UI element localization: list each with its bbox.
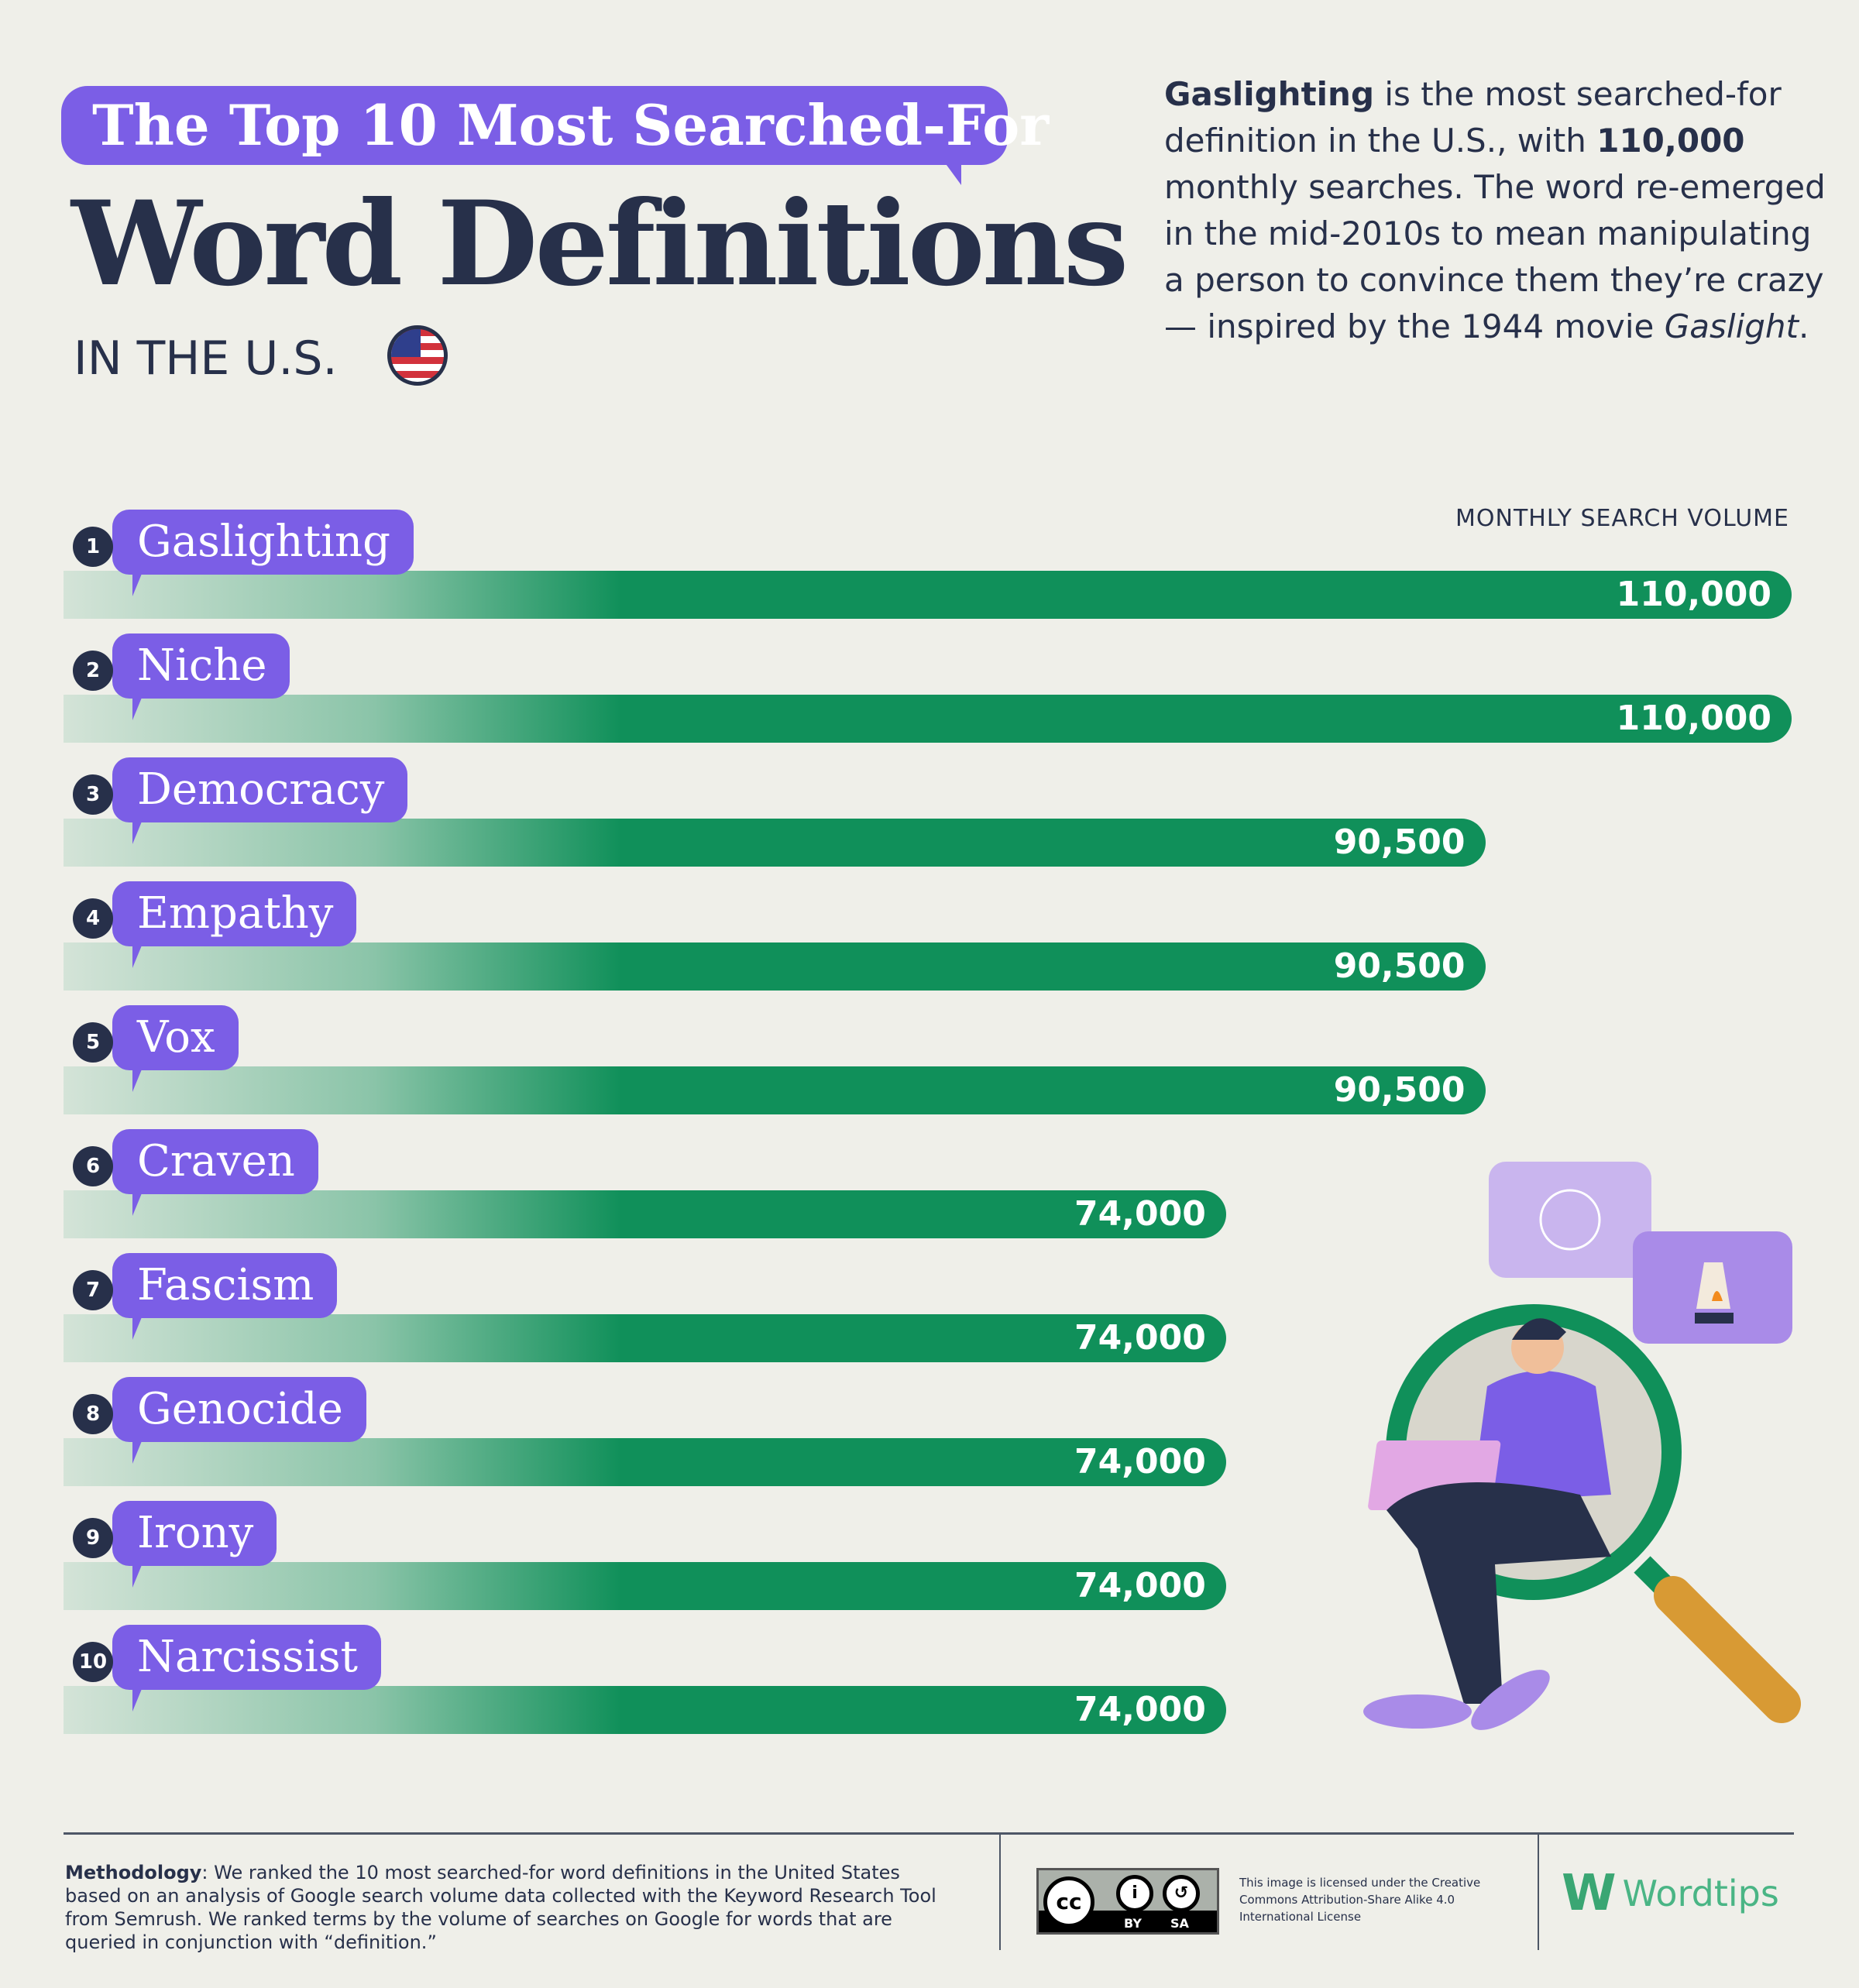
sa-label: SA (1170, 1916, 1189, 1931)
value-label: 110,000 (1616, 575, 1771, 614)
target-people-icon (1539, 1189, 1601, 1251)
attribution-icon: i (1116, 1875, 1153, 1912)
category-label: Fascism (112, 1253, 338, 1340)
methodology: Methodology: We ranked the 10 most searc… (65, 1861, 948, 1954)
bar-row: 90,500 Democracy 3 (0, 757, 1859, 881)
value-label: 74,000 (1074, 1566, 1206, 1605)
category-label: Democracy (112, 757, 408, 844)
intro-part: . (1799, 307, 1809, 345)
speech-bubble-people (1489, 1162, 1651, 1278)
oil-lamp-icon (1696, 1262, 1730, 1309)
person-magnifier-illustration (1363, 1162, 1801, 1730)
intro-bold-word: Gaslighting (1164, 75, 1375, 113)
value-label: 74,000 (1074, 1194, 1206, 1234)
rank-badge: 4 (73, 898, 113, 939)
rank-badge: 5 (73, 1022, 113, 1063)
by-label: BY (1124, 1916, 1142, 1931)
bar-row: 74,000 Narcissist 10 (0, 1625, 1859, 1749)
logo-text: Wordtips (1622, 1873, 1779, 1914)
wordtips-logo[interactable]: W Wordtips (1562, 1865, 1779, 1922)
rank-badge: 7 (73, 1270, 113, 1310)
intro-part: is the most searched-for definition in t… (1164, 75, 1782, 160)
page-title: Word Definitions (71, 176, 1129, 312)
methodology-text: : We ranked the 10 most searched-for wor… (65, 1862, 936, 1953)
bar-row: 74,000 Fascism 7 (0, 1253, 1859, 1377)
bar: 110,000 (64, 695, 1792, 743)
bar-row: 90,500 Vox 5 (0, 1005, 1859, 1129)
us-flag-icon (387, 325, 448, 386)
rank-badge: 2 (73, 651, 113, 691)
bar-row: 90,500 Empathy 4 (0, 881, 1859, 1005)
intro-bold-number: 110,000 (1596, 122, 1745, 160)
category-label: Irony (112, 1501, 277, 1588)
bar: 90,500 (64, 819, 1486, 867)
bar: 74,000 (64, 1686, 1226, 1734)
axis-label: MONTHLY SEARCH VOLUME (1455, 505, 1789, 532)
rank-badge: 1 (73, 527, 113, 567)
intro-part: monthly searches. The word re-emerged in… (1164, 168, 1826, 345)
category-label: Niche (112, 633, 290, 720)
value-label: 74,000 (1074, 1442, 1206, 1482)
bar: 90,500 (64, 942, 1486, 991)
methodology-label: Methodology (65, 1862, 202, 1883)
footer-divider (999, 1834, 1001, 1950)
intro-movie-title: Gaslight (1664, 307, 1799, 345)
rank-badge: 8 (73, 1394, 113, 1434)
title-pill: The Top 10 Most Searched-For (61, 86, 1049, 185)
bar: 90,500 (64, 1066, 1486, 1114)
category-label: Gaslighting (112, 510, 414, 596)
category-label: Narcissist (112, 1625, 382, 1712)
value-label: 90,500 (1333, 822, 1466, 862)
footer-divider (1538, 1834, 1539, 1950)
rank-badge: 9 (73, 1518, 113, 1558)
bar-row: 74,000 Craven 6 (0, 1129, 1859, 1253)
bar: 74,000 (64, 1438, 1226, 1486)
value-label: 110,000 (1616, 699, 1771, 738)
bar: 74,000 (64, 1562, 1226, 1610)
value-label: 74,000 (1074, 1690, 1206, 1729)
category-label: Empathy (112, 881, 357, 968)
bar-row: 74,000 Genocide 8 (0, 1377, 1859, 1501)
bar: 74,000 (64, 1314, 1226, 1362)
rank-badge: 3 (73, 774, 113, 815)
bar: 110,000 (64, 571, 1792, 619)
share-alike-icon: ↺ (1163, 1875, 1200, 1912)
rank-badge: 10 (73, 1642, 113, 1682)
license-text: This image is licensed under the Creativ… (1239, 1876, 1481, 1924)
cc-by-sa-badge[interactable]: cc i ↺ BY SA (1036, 1868, 1219, 1935)
category-label: Genocide (112, 1377, 366, 1464)
category-label: Vox (112, 1005, 239, 1092)
bar-row: 74,000 Irony 9 (0, 1501, 1859, 1625)
footer-divider (64, 1832, 1794, 1835)
subtitle: IN THE U.S. (74, 331, 338, 386)
cc-icon: cc (1043, 1876, 1094, 1928)
rank-badge: 6 (73, 1146, 113, 1186)
category-label: Craven (112, 1129, 318, 1216)
bar-row: 110,000 Gaslighting 1 (0, 510, 1859, 633)
intro-text: Gaslighting is the most searched-for def… (1164, 71, 1830, 350)
value-label: 90,500 (1333, 1070, 1466, 1110)
bar: 74,000 (64, 1190, 1226, 1238)
wordtips-logo-icon: W (1562, 1865, 1617, 1922)
value-label: 74,000 (1074, 1318, 1206, 1358)
bar-row: 110,000 Niche 2 (0, 633, 1859, 757)
value-label: 90,500 (1333, 946, 1466, 986)
